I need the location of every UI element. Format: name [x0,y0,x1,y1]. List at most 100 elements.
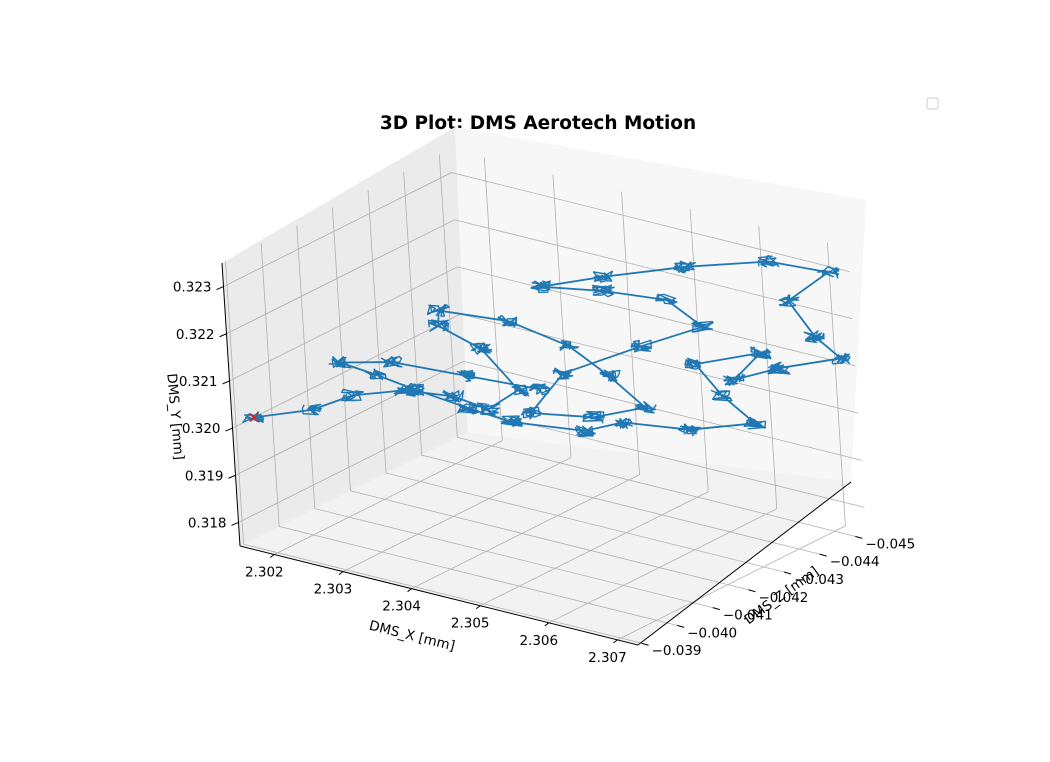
pane-left [222,127,468,546]
y-axis-label: DMS_Y [mm] [163,373,186,461]
trajectory-cluster [778,294,800,307]
x-axis-line [239,545,639,646]
trajectory-cluster [591,284,615,298]
x-tick-mark [407,588,412,593]
y-tick-label: 0.318 [188,515,227,531]
trajectory-cluster [574,425,596,438]
trajectory-cluster [364,368,387,381]
trajectory-cluster [469,342,493,355]
z-tick-label: −0.040 [687,625,737,641]
x-tick-label: 2.304 [382,599,421,615]
pane-back [455,127,866,482]
x-tick-mark [613,639,618,644]
z-tick-mark [855,535,863,539]
z-gridline [367,189,785,573]
y-axis-line [221,262,241,547]
x-tick-label: 2.303 [314,582,353,598]
y-gridline [235,360,862,476]
trajectory-cluster [559,340,580,351]
z-tick-mark [677,624,685,628]
start-marker [249,412,259,422]
chart-title: 3D Plot: DMS Aerotech Motion [380,113,696,134]
x-gridline [342,174,572,572]
z-tick-mark [783,571,792,575]
y-tick-mark [228,474,236,479]
z-gridline [403,172,820,555]
trajectory-cluster [673,260,696,274]
trajectory-cluster [710,389,733,402]
trajectory-cluster [426,303,450,317]
trajectory-cluster [520,406,543,420]
y-tick-mark [216,286,224,291]
z-tick-label: −0.042 [758,590,808,606]
trajectory-cluster [757,255,780,268]
trajectory-cluster [803,330,825,344]
x-tick-label: 2.302 [245,565,284,581]
y-gridline [226,219,853,335]
pane-floor [240,432,851,645]
z-tick-mark [819,553,827,557]
trajectory-series [242,255,851,438]
axes-panes [222,127,866,645]
y-tick-mark [231,521,239,526]
x-tick-label: 2.305 [451,616,490,632]
tick-labels: 2.302 2.303 2.304 2.305 2.306 2.307 0.318 0.319… [173,280,915,666]
trajectory-cluster [691,320,714,333]
x-gridline [548,225,778,624]
trajectory-cluster [340,388,365,402]
z-gridline [296,225,713,608]
trajectory-cluster [497,314,518,328]
z-tick-mark [748,589,756,593]
y-tick-label: 0.320 [182,421,221,437]
z-tick-label: −0.043 [794,572,844,588]
trajectory-cluster [655,293,678,305]
z-tick-label: −0.045 [865,536,915,552]
y-gridline [223,172,850,287]
z-tick-mark [712,607,720,611]
x-tick-label: 2.307 [588,650,627,666]
z-axis-label: DMS_Z [mm] [741,564,821,629]
trajectory-cluster [831,352,851,365]
trajectory-cluster [457,402,480,415]
trajectory-cluster [599,369,621,382]
trajectory-cluster [500,415,523,428]
trajectory-cluster [677,423,701,437]
y-tick-mark [225,427,233,432]
y-gridline [229,266,856,382]
trajectory-cluster [242,411,265,424]
z-gridline [225,261,642,644]
trajectory-cluster [614,417,633,429]
y-tick-label: 0.323 [173,280,212,296]
trajectory-cluster [530,280,551,293]
z-tick-label: −0.041 [723,608,773,624]
trajectory-cluster [476,402,500,416]
x-gridline [617,242,846,641]
trajectory-line [253,260,842,432]
trajectory-cluster [456,369,478,383]
trajectory-cluster [528,383,551,396]
trajectory-cluster [582,410,606,424]
legend-box [926,97,939,110]
trajectory-cluster [380,355,403,368]
x-tick-mark [475,605,481,610]
y-tick-mark [222,380,230,385]
trajectory-cluster [301,403,323,416]
z-tick-label: −0.039 [652,643,702,659]
x-tick-mark [270,554,275,558]
y-tick-label: 0.322 [176,327,215,343]
z-tick-mark [641,642,649,646]
tick-marks [216,286,863,646]
trajectory-cluster [684,357,703,370]
trajectory-cluster [592,270,614,283]
trajectory-cluster [442,389,464,403]
trajectory-cluster [403,383,425,396]
trajectory-cluster [427,319,449,332]
trajectory-cluster [511,384,530,397]
z-gridline [260,243,678,626]
x-tick-mark [338,571,344,576]
trajectory-cluster [630,339,652,353]
y-tick-label: 0.321 [179,374,218,390]
trajectory-cluster [723,373,746,386]
trajectory-cluster [750,346,772,360]
